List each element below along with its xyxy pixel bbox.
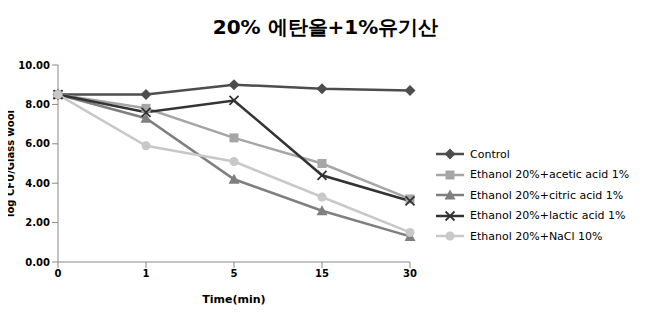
svg-text:6.00: 6.00 (25, 138, 50, 149)
svg-text:Time(min): Time(min) (202, 293, 265, 306)
svg-text:2.00: 2.00 (25, 217, 50, 228)
html-text:Ethanol 20%+lactic acid 1%: Ethanol 20%+lactic acid 1% (470, 209, 626, 223)
svg-text:8.00: 8.00 (25, 99, 50, 110)
svg-text:0: 0 (55, 268, 62, 279)
svg-text:10.00: 10.00 (18, 60, 50, 71)
svg-text:5: 5 (231, 268, 238, 279)
html-text:20% 에탄올+1%유기산: 20% 에탄올+1%유기산 (212, 15, 439, 39)
svg-text:15: 15 (315, 268, 329, 279)
svg-text:log CFU/Glass wool: log CFU/Glass wool (8, 110, 16, 217)
html-text:Ethanol 20%+acetic acid 1%: Ethanol 20%+acetic acid 1% (470, 168, 630, 182)
svg-text:30: 30 (403, 268, 417, 279)
html-text:Ethanol 20%+citric acid 1%: Ethanol 20%+citric acid 1% (470, 188, 624, 202)
svg-text:1: 1 (143, 268, 150, 279)
html-text:Control: Control (470, 147, 510, 161)
html-text:Ethanol 20%+NaCl 10%: Ethanol 20%+NaCl 10% (470, 229, 603, 243)
svg-text:0.00: 0.00 (25, 257, 50, 268)
svg-text:4.00: 4.00 (25, 178, 50, 189)
